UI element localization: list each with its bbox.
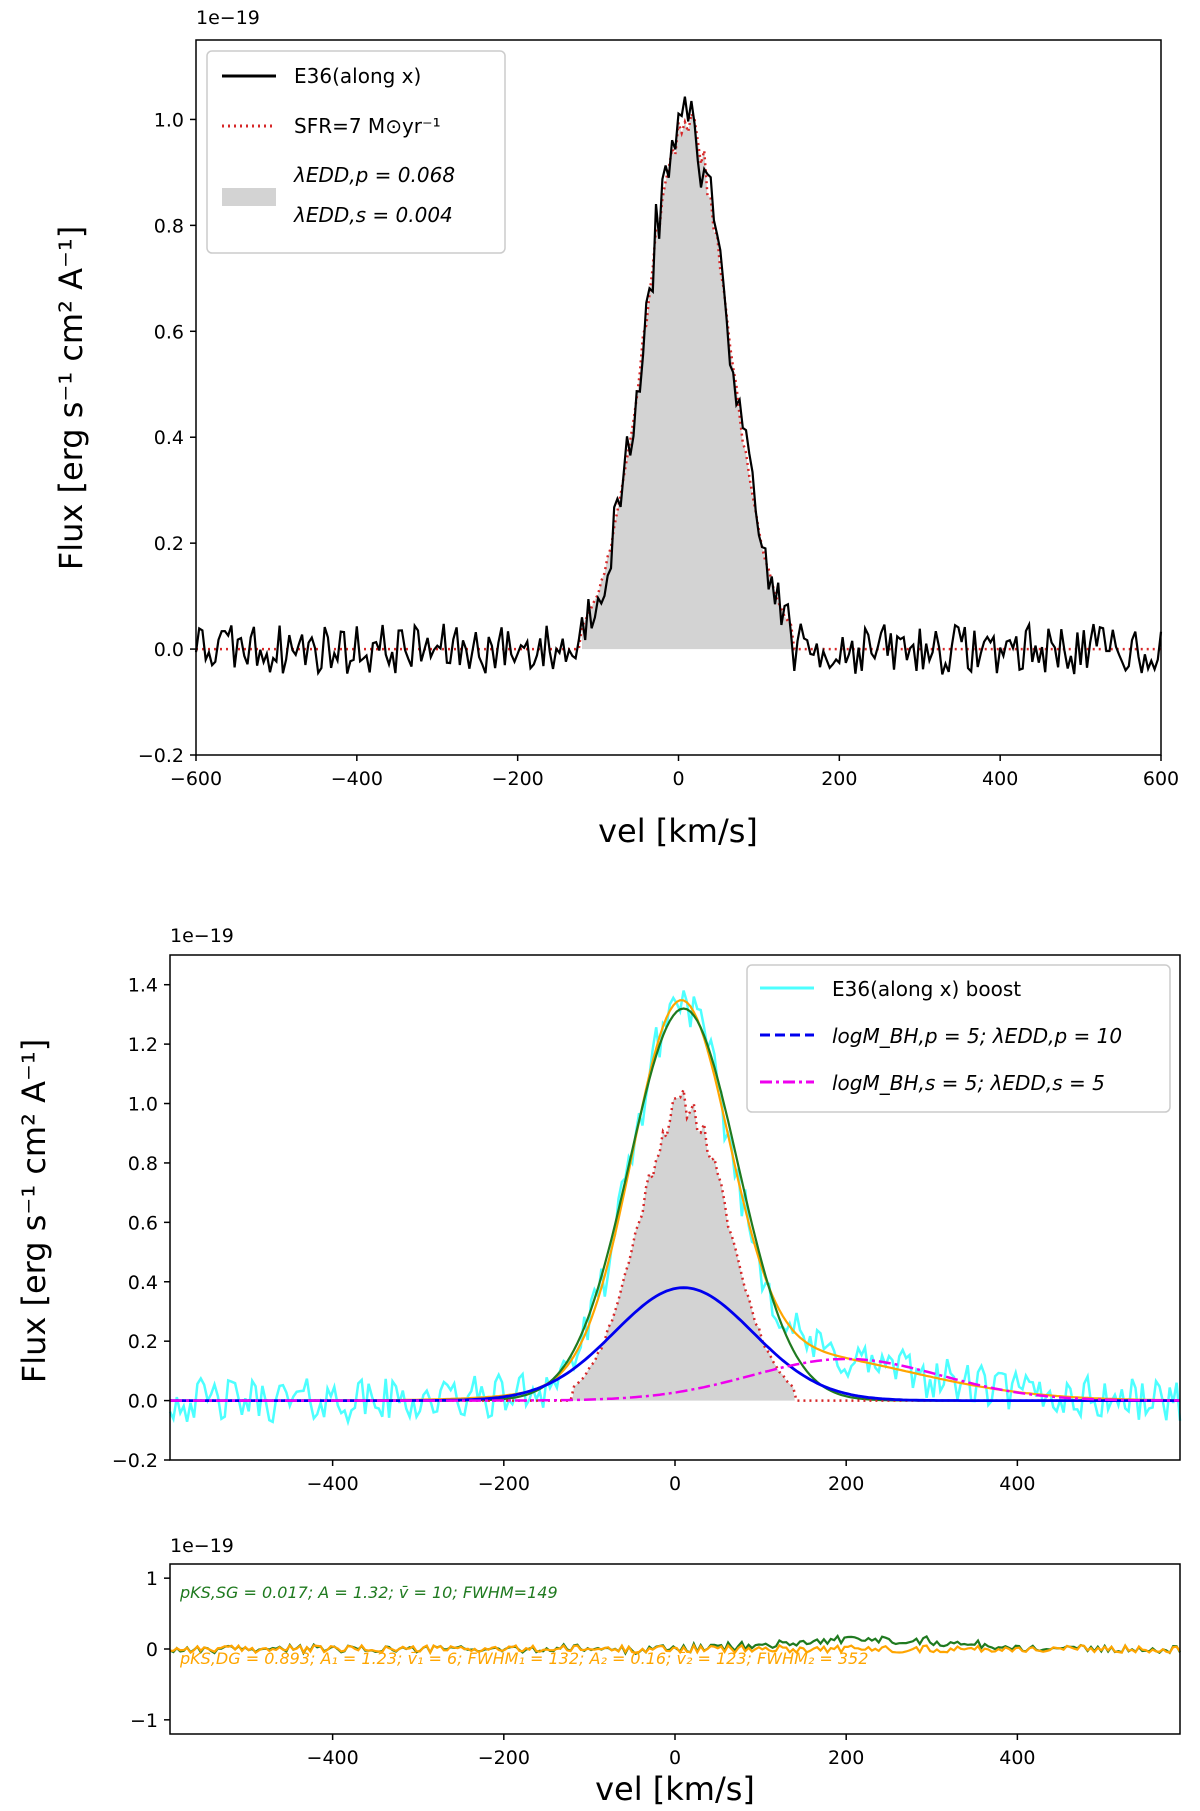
- middle-xtick-label: 400: [999, 1473, 1035, 1495]
- middle-ytick-label: 0.8: [128, 1153, 158, 1175]
- residual-ytick-label: 0: [146, 1639, 158, 1661]
- middle-ytick-label: 0.0: [128, 1391, 158, 1413]
- middle-xtick-label: −400: [307, 1473, 359, 1495]
- top-xtick-label: 0: [672, 768, 684, 790]
- residual-ytick-label: −1: [130, 1710, 158, 1732]
- top-xtick-label: 200: [821, 768, 857, 790]
- top-ytick-label: 0.4: [154, 427, 184, 449]
- middle-legend-label-primary: logM_BH,p = 5; λEDD,p = 10: [832, 1024, 1122, 1048]
- residual-xtick-label: −200: [478, 1747, 530, 1769]
- top-ytick-label: 0.8: [154, 215, 184, 237]
- top-panel: 1e−19 −600 −400 −200 0 200 400 600 −0.2 0.0 0.2 0.…: [52, 7, 1179, 850]
- middle-legend-label-boost: E36(along x) boost: [832, 977, 1021, 1001]
- residual-xlabel: vel [km/s]: [595, 1770, 755, 1808]
- top-ytick-label: −0.2: [138, 745, 184, 767]
- middle-ytick-label: 1.4: [128, 975, 158, 997]
- top-legend-box: [206, 50, 506, 254]
- top-e36-line: [194, 96, 1163, 676]
- top-ylabel: Flux [erg s⁻¹ cm² A⁻¹]: [52, 226, 90, 570]
- top-ytick-label: 0.6: [154, 321, 184, 343]
- residual-xtick-label: 400: [999, 1747, 1035, 1769]
- residual-ytick-label: 1: [146, 1568, 158, 1590]
- top-legend-label-edd-s: λEDD,s = 0.004: [293, 203, 453, 227]
- middle-offset-text: 1e−19: [170, 925, 234, 947]
- middle-sf-fill: [572, 1089, 795, 1401]
- residual-double-gaussian-line: [169, 1642, 1181, 1656]
- top-offset-text: 1e−19: [196, 7, 260, 29]
- top-ytick-label: 0.2: [154, 533, 184, 555]
- top-xtick-label: −600: [170, 768, 222, 790]
- top-sf-fill: [582, 113, 792, 650]
- middle-series-layer: [168, 990, 1182, 1427]
- middle-xtick-label: 0: [669, 1473, 681, 1495]
- residual-xtick-label: 0: [669, 1747, 681, 1769]
- top-legend-label-edd-p: λEDD,p = 0.068: [293, 163, 455, 187]
- residual-offset-text: 1e−19: [170, 1535, 234, 1557]
- middle-xtick-label: 200: [828, 1473, 864, 1495]
- top-xtick-label: 600: [1143, 768, 1179, 790]
- top-ytick-label: 1.0: [154, 109, 184, 131]
- top-series-layer: [194, 96, 1163, 676]
- top-ytick-label: 0.0: [154, 639, 184, 661]
- residual-annotation-single-gaussian: pKS,SG = 0.017; A = 1.32; v̄ = 10; FWHM=…: [179, 1583, 558, 1602]
- residual-xtick-label: 200: [828, 1747, 864, 1769]
- residual-xtick-label: −400: [307, 1747, 359, 1769]
- middle-legend: E36(along x) boost logM_BH,p = 5; λEDD,p…: [746, 964, 1171, 1113]
- middle-ytick-label: −0.2: [112, 1450, 158, 1472]
- top-legend-handle-patch: [222, 188, 276, 206]
- middle-ytick-label: 1.0: [128, 1094, 158, 1116]
- top-legend-label-e36: E36(along x): [294, 64, 421, 88]
- top-xtick-label: 400: [982, 768, 1018, 790]
- top-ticks-layer: −600 −400 −200 0 200 400 600 −0.2 0.0 0.2 0.4 0.6 0.…: [138, 109, 1179, 790]
- middle-ytick-label: 0.6: [128, 1212, 158, 1234]
- middle-ytick-label: 0.2: [128, 1331, 158, 1353]
- middle-panel: 1e−19 −400 −200 0 200 400 −0.2 0.0 0.2 0.4 0.6 0.8…: [15, 925, 1182, 1495]
- residual-annotation-double-gaussian: pKS,DG = 0.893; A₁ = 1.23; v̄₁ = 6; FWHM…: [179, 1649, 868, 1668]
- residual-series-layer: [169, 1633, 1181, 1656]
- middle-ylabel: Flux [erg s⁻¹ cm² A⁻¹]: [15, 1039, 53, 1383]
- middle-boost-line: [168, 990, 1182, 1427]
- middle-legend-box: [746, 964, 1171, 1113]
- top-xtick-label: −400: [331, 768, 383, 790]
- middle-ytick-label: 0.4: [128, 1272, 158, 1294]
- middle-legend-label-secondary: logM_BH,s = 5; λEDD,s = 5: [832, 1071, 1105, 1095]
- middle-xtick-label: −200: [478, 1473, 530, 1495]
- top-legend: E36(along x) SFR=7 M⊙yr⁻¹ λEDD,p = 0.068…: [206, 50, 506, 254]
- middle-ticks-layer: −400 −200 0 200 400 −0.2 0.0 0.2 0.4 0.6 0.8 1.0 1.2…: [112, 975, 1036, 1495]
- top-legend-label-sfr: SFR=7 M⊙yr⁻¹: [294, 114, 441, 138]
- middle-secondary-bh-line: [170, 1357, 1180, 1402]
- top-xtick-label: −200: [492, 768, 544, 790]
- top-xlabel: vel [km/s]: [598, 812, 758, 850]
- middle-ytick-label: 1.2: [128, 1034, 158, 1056]
- residual-panel: 1e−19 −400 −200 0 200 400 −1 0 1 pKS,SG = 0.017…: [130, 1535, 1181, 1808]
- residual-ticks-layer: −400 −200 0 200 400 −1 0 1: [130, 1568, 1036, 1769]
